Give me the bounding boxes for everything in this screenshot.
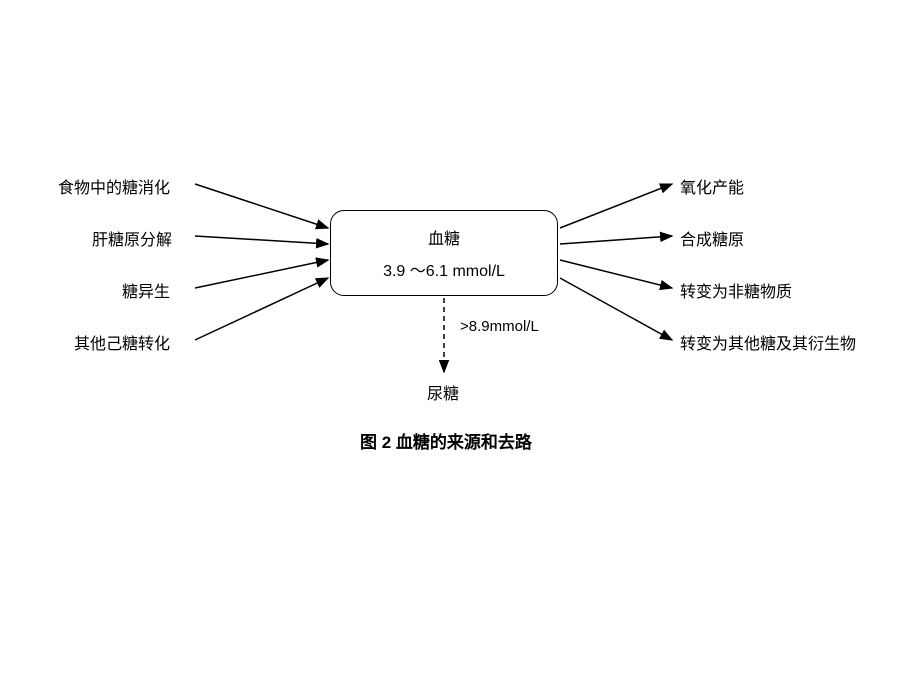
center-box: 血糖 3.9 ～6.1 mmol/L [330,210,558,296]
down-output-label: 尿糖 [427,380,459,404]
input-label-1: 肝糖原分解 [92,226,172,250]
output-label-3: 转变为其他糖及其衍生物 [680,330,856,354]
input-label-0: 食物中的糖消化 [58,174,170,198]
output-label-1: 合成糖原 [680,226,744,250]
center-box-range: 3.9 ～6.1 mmol/L [383,257,505,281]
output-label-0: 氧化产能 [680,174,744,198]
figure-caption: 图 2 血糖的来源和去路 [360,428,532,453]
arrow-right-1 [560,236,672,244]
diagram-container: 血糖 3.9 ～6.1 mmol/L 食物中的糖消化 肝糖原分解 糖异生 其他己… [0,0,920,690]
input-label-3: 其他己糖转化 [74,330,170,354]
arrow-left-2 [195,260,328,288]
center-box-title: 血糖 [428,225,460,249]
arrow-right-2 [560,260,672,288]
arrow-left-0 [195,184,328,228]
arrow-right-3 [560,278,672,340]
arrow-left-3 [195,278,328,340]
output-label-2: 转变为非糖物质 [680,278,792,302]
arrow-left-1 [195,236,328,244]
threshold-label: >8.9mmol/L [460,318,539,335]
arrow-right-0 [560,184,672,228]
input-label-2: 糖异生 [122,278,170,302]
